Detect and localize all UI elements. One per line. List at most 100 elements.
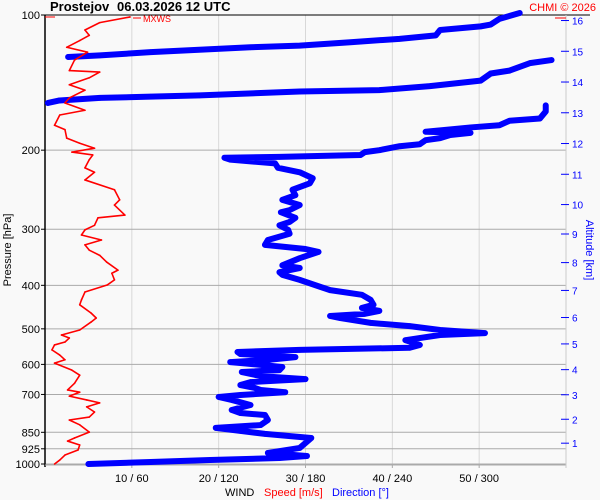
direction-point bbox=[296, 265, 303, 271]
speed-point bbox=[78, 39, 81, 42]
direction-point bbox=[376, 308, 383, 314]
direction-point bbox=[65, 54, 71, 60]
speed-point bbox=[95, 317, 98, 319]
direction-point bbox=[296, 169, 303, 176]
direction-point bbox=[496, 16, 503, 22]
speed-series bbox=[51, 16, 131, 465]
speed-point bbox=[68, 395, 71, 397]
direction-point bbox=[262, 412, 268, 418]
speed-point bbox=[106, 284, 109, 286]
speed-point bbox=[91, 154, 94, 156]
speed-point bbox=[78, 142, 81, 145]
direction-point bbox=[309, 175, 316, 182]
speed-point bbox=[88, 249, 91, 251]
altitude-tick-label: 10 bbox=[572, 201, 584, 212]
speed-point bbox=[84, 229, 86, 231]
speed-point bbox=[66, 440, 69, 442]
direction-point bbox=[285, 227, 291, 233]
direction-point bbox=[237, 392, 244, 398]
direction-point bbox=[252, 385, 258, 391]
speed-point bbox=[88, 77, 91, 79]
direction-point bbox=[487, 70, 494, 77]
speed-point bbox=[71, 151, 73, 153]
direction-point bbox=[417, 141, 423, 148]
direction-point bbox=[359, 305, 365, 311]
direction-point bbox=[437, 327, 443, 333]
direction-point bbox=[289, 186, 296, 193]
speed-point bbox=[80, 299, 83, 301]
speed-point bbox=[68, 97, 71, 99]
speed-point bbox=[64, 454, 66, 456]
altitude-tick-label: 12 bbox=[572, 140, 584, 151]
direction-point bbox=[262, 242, 268, 248]
direction-point bbox=[437, 332, 443, 338]
speed-point bbox=[88, 416, 91, 418]
speed-point bbox=[68, 337, 71, 339]
direction-point bbox=[427, 83, 433, 89]
pressure-tick-label: 600 bbox=[22, 359, 40, 371]
direction-point bbox=[276, 455, 283, 461]
direction-point bbox=[362, 149, 368, 155]
direction-point bbox=[296, 347, 303, 353]
direction-line-segment bbox=[44, 57, 555, 106]
altitude-tick-label: 16 bbox=[572, 17, 584, 28]
speed-point bbox=[58, 459, 61, 461]
speed-point bbox=[85, 399, 88, 401]
direction-point bbox=[308, 435, 315, 441]
altitude-tick-label: 9 bbox=[572, 230, 578, 241]
speed-point bbox=[77, 449, 79, 451]
speed-point bbox=[78, 329, 81, 331]
direction-point bbox=[292, 192, 299, 199]
direction-point bbox=[467, 130, 474, 136]
direction-point bbox=[282, 389, 289, 396]
direction-point bbox=[370, 301, 377, 308]
direction-point bbox=[496, 122, 503, 129]
speed-point bbox=[53, 344, 56, 346]
direction-point bbox=[447, 132, 454, 138]
x-tick-label: 50 / 300 bbox=[459, 473, 499, 485]
speed-point bbox=[113, 204, 116, 206]
direction-point bbox=[237, 428, 244, 434]
direction-point bbox=[367, 297, 374, 303]
speed-point bbox=[85, 406, 88, 408]
altitude-tick-label: 2 bbox=[572, 415, 578, 426]
direction-point bbox=[207, 457, 213, 463]
direction-point bbox=[422, 137, 429, 143]
direction-point bbox=[527, 60, 533, 66]
direction-point bbox=[45, 100, 51, 106]
direction-point bbox=[296, 255, 303, 261]
x-tick-label: 40 / 240 bbox=[372, 473, 412, 485]
x-tick-label: 20 / 120 bbox=[199, 473, 239, 485]
direction-point bbox=[516, 10, 523, 16]
direction-point bbox=[279, 262, 286, 269]
pressure-tick-labels: 100 200 300 400 500 600 700 850 925 1000 bbox=[16, 10, 40, 471]
direction-point bbox=[275, 165, 281, 171]
direction-point bbox=[257, 387, 264, 393]
direction-point bbox=[97, 95, 103, 101]
direction-point bbox=[307, 180, 313, 187]
speed-point bbox=[98, 402, 101, 404]
direction-point bbox=[286, 207, 293, 213]
speed-point bbox=[84, 244, 86, 246]
speed-point bbox=[60, 334, 63, 336]
altitude-tick-label: 7 bbox=[572, 286, 578, 297]
direction-point bbox=[422, 128, 429, 135]
speed-point bbox=[100, 239, 103, 241]
speed-point bbox=[84, 109, 86, 112]
chart-title-station: Prostejov bbox=[50, 0, 110, 14]
direction-point bbox=[239, 360, 245, 366]
direction-point bbox=[296, 277, 303, 283]
direction-point bbox=[212, 425, 219, 431]
direction-point bbox=[406, 344, 413, 351]
direction-point bbox=[357, 152, 364, 158]
pressure-tick-label: 500 bbox=[22, 324, 40, 336]
axes bbox=[41, 14, 590, 468]
speed-point bbox=[65, 137, 68, 139]
pressure-tick-label: 850 bbox=[22, 427, 40, 439]
direction-point bbox=[482, 330, 488, 336]
direction-point bbox=[506, 117, 513, 124]
direction-series bbox=[44, 10, 555, 467]
direction-point bbox=[304, 453, 310, 459]
